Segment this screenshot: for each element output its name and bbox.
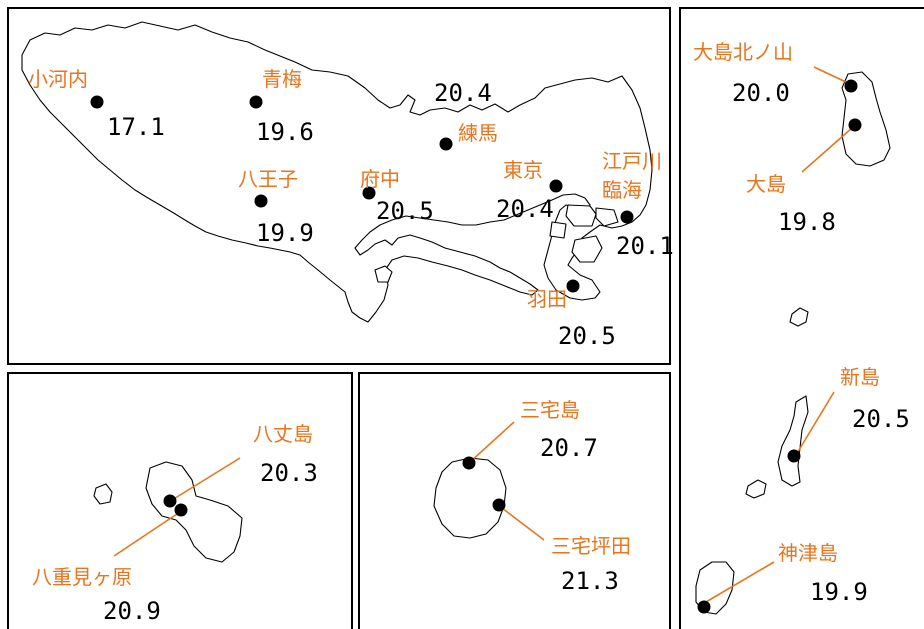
value-ome: 19.6 [256,118,314,146]
leader-line-yaejigahara [113,511,181,557]
station-marker-ome [249,95,263,109]
value-edogawa-rinkai: 20.1 [616,232,674,260]
value-oshima: 19.8 [778,208,836,236]
bay-islet [595,207,619,227]
station-name-fuchu: 府中 [360,167,400,191]
station-marker-hachioji [254,194,268,208]
station-name-miyakejima: 三宅島 [520,398,580,422]
station-name-yaejigahara: 八重見ヶ原 [32,565,132,589]
hachijo-kojima-outline [93,483,113,505]
value-okochi: 17.1 [107,113,165,141]
value-fuchu: 20.5 [376,197,434,225]
station-name-edogawa: 江戸川 [602,149,662,173]
station-name-hachioji: 八王子 [238,167,298,191]
bay-islet [571,235,603,263]
leader-line-oshima-kitanoyama [813,66,849,84]
station-marker-niijima [787,449,801,463]
toshima-outline [789,307,809,327]
shikinejima-outline [745,479,767,499]
station-marker-hachijojima [163,494,177,508]
value-haneda: 20.5 [558,322,616,350]
station-marker-kozushima [697,600,711,614]
value-oshima-kitanoyama: 20.0 [732,79,790,107]
station-marker-miyake-tsubota [492,498,506,512]
station-marker-oshima-kitanoyama [844,79,858,93]
panel-miyakejima [358,372,671,629]
izu-oshima-outline [841,71,891,167]
station-name-kozushima: 神津島 [778,541,838,565]
station-marker-miyakejima [462,456,476,470]
station-name-haneda: 羽田 [527,287,567,311]
tokyo-mainland-outline [21,21,653,323]
station-name-miyake-tsubota: 三宅坪田 [551,534,631,558]
leader-line-niijima [795,391,835,456]
leader-line-hachijojima [171,457,241,501]
station-name-hachijojima: 八丈島 [253,422,313,446]
value-miyake-tsubota: 21.3 [561,567,619,595]
niijima-outline [777,395,809,487]
miyakejima-outline [433,457,507,539]
leader-line-oshima [801,127,853,173]
station-name-nerima: 練馬 [458,121,498,145]
bay-islet [565,204,597,227]
value-hachijojima: 20.3 [260,459,318,487]
station-marker-haneda [566,279,580,293]
station-name-oshima-kitanoyama: 大島北ノ山 [693,40,793,64]
hachijojima-outline [145,461,243,563]
station-marker-fuchu [362,186,376,200]
station-name-oshima: 大島 [746,172,786,196]
value-niijima: 20.5 [852,405,910,433]
station-marker-oshima [848,118,862,132]
leader-line-miyake-tsubota [501,507,545,541]
station-marker-edogawa-rinkai [620,210,634,224]
bay-islet [549,221,567,239]
station-name-niijima: 新島 [840,365,880,389]
station-name-ome: 青梅 [262,67,302,91]
station-name-tokyo: 東京 [503,158,543,182]
leader-line-kozushima [705,561,775,603]
station-marker-okochi [90,95,104,109]
station-name-rinkai: 臨海 [602,178,642,202]
value-miyakejima: 20.7 [540,434,598,462]
station-name-okochi: 小河内 [28,67,88,91]
leader-line-miyakejima [469,421,515,463]
value-tokyo: 20.4 [496,195,554,223]
bay-islet [374,265,393,283]
value-nerima: 20.4 [434,79,492,107]
value-hachioji: 19.9 [256,219,314,247]
value-yaejigahara: 20.9 [103,597,161,625]
station-marker-tokyo [549,179,563,193]
station-marker-nerima [439,137,453,151]
value-kozushima: 19.9 [810,578,868,606]
station-marker-yaejigahara [174,503,188,517]
